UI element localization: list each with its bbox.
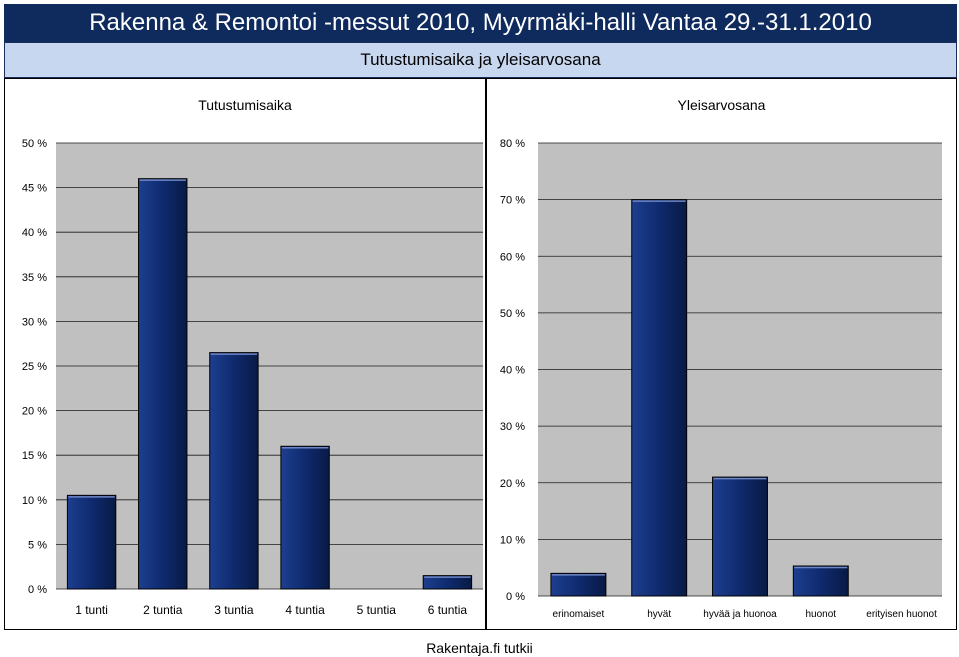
yleisarvosana-y-tick-label: 60 % xyxy=(500,251,525,263)
tutustumisaika-x-tick-label: 4 tuntia xyxy=(285,603,325,617)
tutustumisaika-x-tick-label: 6 tuntia xyxy=(428,603,468,617)
page-subtitle: Tutustumisaika ja yleisarvosana xyxy=(4,42,957,78)
tutustumisaika-bar xyxy=(422,575,473,590)
tutustumisaika-x-tick-label: 5 tuntia xyxy=(357,603,397,617)
tutustumisaika-y-tick-label: 50 % xyxy=(22,138,47,150)
yleisarvosana-bar xyxy=(550,572,607,597)
yleisarvosana-x-tick-label: hyvää ja huonoa xyxy=(703,609,777,620)
tutustumisaika-y-tick-label: 0 % xyxy=(28,584,47,596)
chart-panel-tutustumisaika: Tutustumisaika 0 % 5 % 10 % 15 % 20 % 25 % 30 … xyxy=(4,78,486,630)
tutustumisaika-y-tick-label: 10 % xyxy=(22,495,47,507)
tutustumisaika-x-tick-label: 2 tuntia xyxy=(143,603,183,617)
yleisarvosana-y-tick-label: 80 % xyxy=(500,138,525,150)
tutustumisaika-bar xyxy=(209,352,259,590)
tutustumisaika-y-tick-label: 15 % xyxy=(22,450,47,462)
tutustumisaika-x-tick-label: 3 tuntia xyxy=(214,603,254,617)
yleisarvosana-y-tick-label: 0 % xyxy=(506,591,525,603)
tutustumisaika-bar xyxy=(138,178,188,590)
yleisarvosana-bar xyxy=(631,199,688,597)
yleisarvosana-y-tick-label: 40 % xyxy=(500,365,525,377)
chart-title-tutustumisaika: Tutustumisaika xyxy=(198,97,292,113)
yleisarvosana-x-tick-label: erityisen huonot xyxy=(866,609,937,620)
yleisarvosana-bar xyxy=(792,565,849,597)
yleisarvosana-y-tick-label: 20 % xyxy=(500,478,525,490)
tutustumisaika-y-tick-label: 25 % xyxy=(22,361,47,373)
yleisarvosana-y-tick-label: 70 % xyxy=(500,195,525,207)
tutustumisaika-bar xyxy=(66,494,117,590)
chart-tutustumisaika: 0 % 5 % 10 % 15 % 20 % 25 % 30 % 35 % 40 % 45 % 50… xyxy=(22,138,483,617)
chart-panel-yleisarvosana: Yleisarvosana 0 % 10 % 20 % 30 % 40 % 50 % 60 … xyxy=(486,78,957,630)
tutustumisaika-y-tick-label: 45 % xyxy=(22,183,47,195)
tutustumisaika-y-tick-label: 30 % xyxy=(22,316,47,328)
footer-source: Rakentaja.fi tutkii xyxy=(426,640,533,656)
yleisarvosana-bar xyxy=(712,476,768,597)
yleisarvosana-x-tick-label: erinomaiset xyxy=(553,609,605,620)
yleisarvosana-y-tick-label: 50 % xyxy=(500,308,525,320)
yleisarvosana-x-tick-label: hyvät xyxy=(647,609,671,620)
tutustumisaika-y-tick-label: 35 % xyxy=(22,272,47,284)
yleisarvosana-y-tick-label: 10 % xyxy=(500,534,525,546)
chart-title-yleisarvosana: Yleisarvosana xyxy=(677,97,766,113)
tutustumisaika-y-tick-label: 20 % xyxy=(22,406,47,418)
tutustumisaika-y-tick-label: 5 % xyxy=(28,539,47,551)
tutustumisaika-bar xyxy=(280,445,330,590)
yleisarvosana-x-tick-label: huonot xyxy=(806,609,837,620)
tutustumisaika-x-tick-label: 1 tunti xyxy=(75,603,108,617)
chart-yleisarvosana: 0 % 10 % 20 % 30 % 40 % 50 % 60 % 70 % 80 % erino… xyxy=(500,138,942,620)
yleisarvosana-y-tick-label: 30 % xyxy=(500,421,525,433)
page-title: Rakenna & Remontoi -messut 2010, Myyrmäk… xyxy=(4,4,957,42)
tutustumisaika-y-tick-label: 40 % xyxy=(22,227,47,239)
